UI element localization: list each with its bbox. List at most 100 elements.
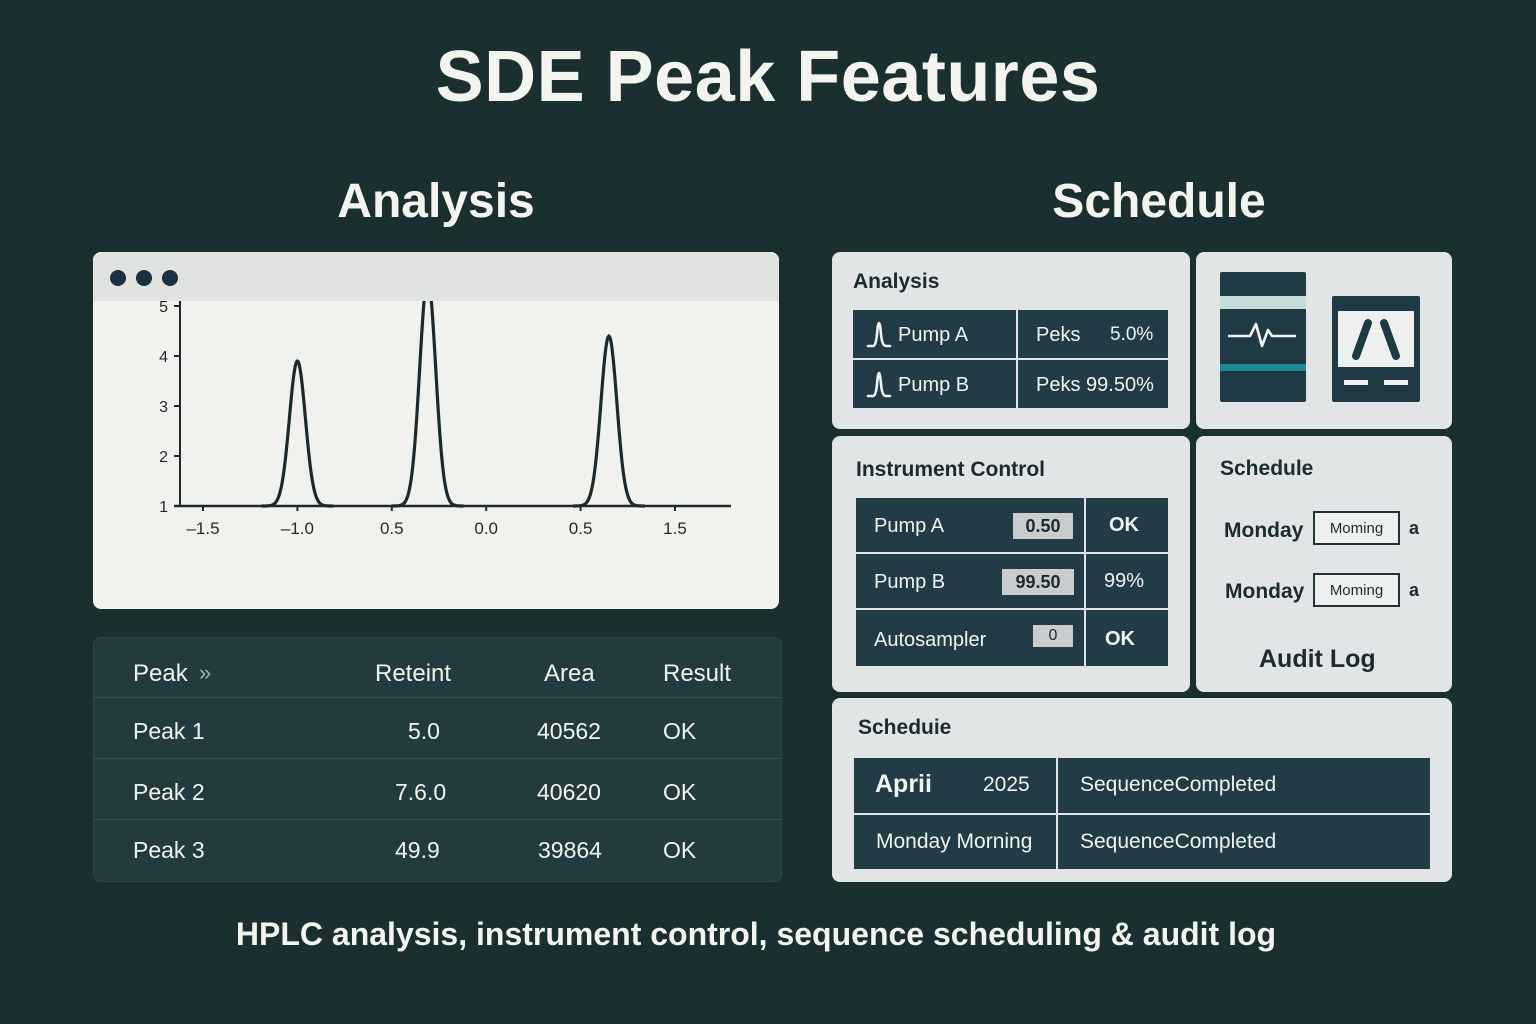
row-name: Pump B xyxy=(874,571,946,593)
sequence-schedule-card: Scheduie Aprii 2025 SequenceCompleted Mo… xyxy=(832,698,1452,882)
x-tick-label: –1.5 xyxy=(186,519,219,538)
y-tick-label: 4 xyxy=(159,349,168,366)
cell-result: OK xyxy=(663,779,697,805)
row-label: Peks 99.50% xyxy=(1036,374,1154,396)
instrument-status-pump-a: OK xyxy=(1086,498,1168,552)
sequence-month: Aprii xyxy=(875,770,932,798)
schedule-suffix: a xyxy=(1409,518,1420,538)
sequence-when: Monday Morning xyxy=(876,830,1033,853)
schedule-slot-select[interactable]: Moming xyxy=(1313,573,1400,607)
y-tick-label: 2 xyxy=(159,449,168,466)
header-result[interactable]: Result xyxy=(663,660,732,687)
peak-device-icon[interactable] xyxy=(1332,296,1420,402)
cell-area: 39864 xyxy=(538,837,602,863)
waveform-device-icon[interactable] xyxy=(1220,272,1306,402)
schedule-day: Monday xyxy=(1224,519,1304,542)
pump-a-value-input[interactable]: 0.50 xyxy=(1013,513,1073,539)
instrument-control-card: Instrument Control Pump A 0.50 OK Pump B… xyxy=(832,436,1190,692)
y-tick-label: 3 xyxy=(159,399,168,416)
analysis-row-pump-a-value: Peks 5.0% xyxy=(1018,310,1168,358)
schedule-card: Schedule Monday Moming a Monday Moming a… xyxy=(1196,436,1452,692)
cell-peak: Peak 3 xyxy=(133,837,205,863)
cell-area: 40562 xyxy=(537,718,601,744)
section-title-schedule: Schedule xyxy=(1052,175,1266,228)
window-minimize-dot[interactable] xyxy=(136,270,152,286)
cell-result: OK xyxy=(663,718,697,744)
x-tick-label: –1.0 xyxy=(281,519,314,538)
chart-window: 1 2 3 4 5 –1.5 –1.0 0.5 0.0 0.5 1.5 xyxy=(93,252,779,609)
x-tick-label: 0.5 xyxy=(380,519,404,538)
sort-chevron-icon[interactable]: » xyxy=(199,660,212,685)
analysis-row-pump-b[interactable]: Pump B xyxy=(853,360,1016,408)
divider xyxy=(94,758,781,759)
schedule-slot-select[interactable]: Moming xyxy=(1313,511,1400,545)
footer-caption: HPLC analysis, instrument control, seque… xyxy=(235,916,1277,952)
section-title-analysis: Analysis xyxy=(337,175,535,228)
instrument-row-autosampler[interactable]: Autosampler 0 xyxy=(856,610,1084,666)
row-name: Autosampler xyxy=(874,629,987,651)
sequence-year: 2025 xyxy=(983,773,1030,796)
table-row[interactable]: Peak 2 7.6.0 40620 OK xyxy=(94,760,781,820)
sequence-status: SequenceCompleted xyxy=(1080,830,1277,853)
analysis-row-pump-a[interactable]: Pump A xyxy=(853,310,1016,358)
window-titlebar xyxy=(93,252,779,301)
peak-line xyxy=(572,334,646,508)
sequence-card-title: Scheduie xyxy=(858,716,952,739)
instrument-status-pump-b: 99% xyxy=(1086,554,1168,608)
analysis-card-title: Analysis xyxy=(853,270,940,293)
table-row[interactable]: Peak 1 5.0 40562 OK xyxy=(94,699,781,759)
analysis-row-pump-b-value: Peks 99.50% xyxy=(1018,360,1168,408)
cell-area: 40620 xyxy=(537,779,601,805)
peak-icon xyxy=(866,321,892,348)
sequence-row-status: SequenceCompleted xyxy=(1058,815,1430,869)
y-tick-label: 1 xyxy=(159,499,168,516)
x-tick-label: 1.5 xyxy=(663,519,687,538)
chromatogram-chart: 1 2 3 4 5 –1.5 –1.0 0.5 0.0 0.5 1.5 xyxy=(159,301,731,538)
analysis-card: Analysis Pump A Peks 5.0% Pump B Peks 99… xyxy=(832,252,1190,429)
header-peak[interactable]: Peak xyxy=(133,660,188,687)
window-maximize-dot[interactable] xyxy=(162,270,178,286)
page-title: SDE Peak Features xyxy=(435,37,1101,117)
instrument-status-autosampler: OK xyxy=(1086,610,1168,666)
header-retention[interactable]: Reteint xyxy=(375,660,452,687)
row-name: Pump A xyxy=(874,515,945,537)
pump-b-value-input[interactable]: 99.50 xyxy=(1002,569,1074,595)
cell-retention: 7.6.0 xyxy=(395,779,447,805)
status-badge: OK xyxy=(1109,514,1139,536)
row-label: Peks xyxy=(1036,324,1081,346)
cell-peak: Peak 1 xyxy=(133,718,205,744)
peak-table: Peak » Reteint Area Result Peak 1 5.0 40… xyxy=(93,637,782,882)
table-row[interactable]: Peak 3 49.9 39864 OK xyxy=(94,820,781,880)
peak-icon xyxy=(866,371,892,398)
window-close-dot[interactable] xyxy=(110,270,126,286)
status-badge: OK xyxy=(1105,628,1135,650)
devices-card xyxy=(1196,252,1452,429)
audit-log-link[interactable]: Audit Log xyxy=(1259,645,1376,673)
sequence-row-status: SequenceCompleted xyxy=(1058,758,1430,813)
row-name: Pump B xyxy=(898,374,970,396)
x-tick-label: 0.5 xyxy=(569,519,593,538)
table-header-row: Peak » Reteint Area Result xyxy=(94,642,781,698)
instrument-row-pump-a[interactable]: Pump A 0.50 xyxy=(856,498,1084,552)
cell-retention: 49.9 xyxy=(395,837,440,863)
y-tick-label: 5 xyxy=(159,301,168,316)
header-area[interactable]: Area xyxy=(544,660,595,687)
autosampler-value-input[interactable]: 0 xyxy=(1033,625,1073,647)
schedule-card-title: Schedule xyxy=(1220,457,1314,480)
status-badge: 99% xyxy=(1104,570,1145,592)
instrument-card-title: Instrument Control xyxy=(856,458,1045,481)
row-name: Pump A xyxy=(898,324,969,346)
schedule-day: Monday xyxy=(1225,580,1305,603)
schedule-suffix: a xyxy=(1409,580,1420,600)
x-tick-label: 0.0 xyxy=(474,519,498,538)
divider xyxy=(94,819,781,820)
peak-line xyxy=(260,359,334,508)
instrument-row-pump-b[interactable]: Pump B 99.50 xyxy=(856,554,1084,608)
cell-peak: Peak 2 xyxy=(133,779,205,805)
cell-result: OK xyxy=(663,837,697,863)
peak-line xyxy=(391,301,465,508)
sequence-row-date[interactable]: Aprii 2025 xyxy=(854,758,1056,813)
row-value: 5.0% xyxy=(1110,324,1154,345)
sequence-row-date[interactable]: Monday Morning xyxy=(854,815,1056,869)
cell-retention: 5.0 xyxy=(408,718,440,744)
